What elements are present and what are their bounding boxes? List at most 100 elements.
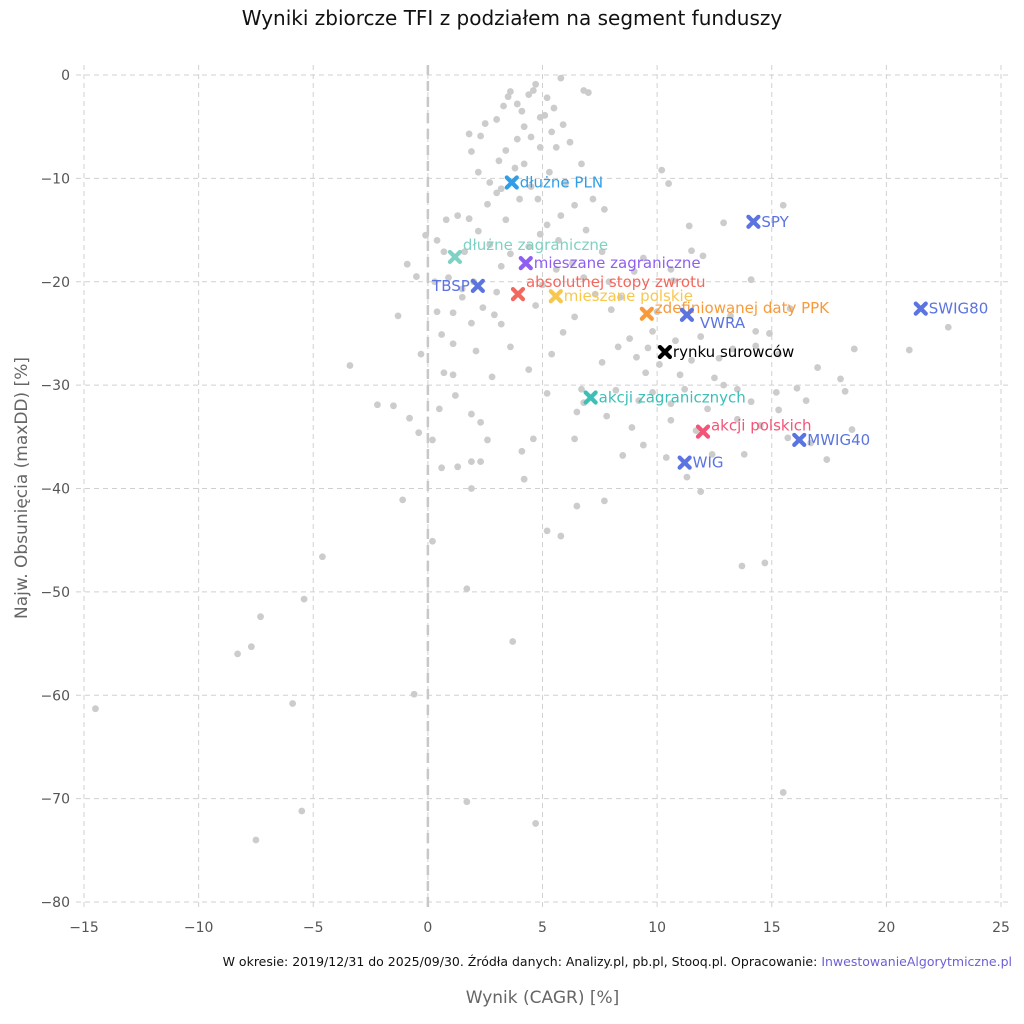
y-tick-label: −10 <box>40 171 70 187</box>
fund-point <box>633 353 640 361</box>
x-tick-label: 0 <box>423 920 432 936</box>
fund-point <box>536 143 544 151</box>
segment-marker-icon <box>470 278 485 293</box>
fund-point <box>346 362 354 369</box>
fund-point <box>589 195 597 203</box>
fund-point <box>289 700 297 707</box>
fund-point <box>578 160 585 168</box>
fund-point <box>507 250 514 258</box>
fund-point <box>545 168 553 176</box>
segment-label: dłużne PLN <box>520 174 603 192</box>
fund-point <box>747 276 755 284</box>
fund-point <box>571 313 578 321</box>
fund-point <box>656 361 663 368</box>
fund-point <box>513 100 521 108</box>
fund-point <box>697 333 705 340</box>
fund-point <box>454 463 462 471</box>
fund-point <box>477 418 485 426</box>
fund-point <box>458 293 466 301</box>
fund-point <box>667 265 675 273</box>
fund-point <box>399 496 407 504</box>
fund-point <box>403 260 411 268</box>
fund-point <box>573 408 581 416</box>
segment-marker-icon <box>657 344 673 360</box>
fund-point <box>729 345 737 353</box>
fund-point <box>319 553 326 561</box>
fund-point <box>497 320 505 328</box>
x-tick-label: −15 <box>69 920 99 936</box>
fund-point <box>477 458 485 466</box>
fund-point <box>449 371 457 379</box>
x-tick-label: 10 <box>648 920 666 936</box>
fund-point <box>557 74 565 82</box>
fund-point <box>649 388 656 396</box>
segment-label: mieszane polskie <box>564 287 693 305</box>
fund-point <box>571 435 578 443</box>
fund-point <box>474 227 482 235</box>
fund-point <box>699 252 707 260</box>
fund-point <box>644 344 652 352</box>
fund-point <box>486 179 494 186</box>
fund-point <box>541 111 549 119</box>
segment-label: rynku surowców <box>673 343 794 361</box>
fund-point <box>532 820 540 827</box>
segment-marker-icon <box>510 287 526 302</box>
x-axis-label: Wynik (CAGR) [%] <box>465 988 620 1008</box>
fund-point <box>642 369 650 377</box>
segment-marker-icon <box>746 214 761 229</box>
fund-point <box>600 497 608 505</box>
fund-point <box>667 400 675 408</box>
fund-point <box>529 435 537 443</box>
fund-point <box>543 221 551 229</box>
fund-point <box>944 323 952 331</box>
fund-point <box>555 237 562 244</box>
fund-point <box>905 346 913 354</box>
footer-note: W okresie: 2019/12/31 do 2025/09/30. Źró… <box>223 954 1012 969</box>
fund-point <box>431 278 439 286</box>
fund-point <box>784 434 792 442</box>
fund-point <box>433 308 441 316</box>
fund-point <box>807 439 815 447</box>
fund-point <box>468 410 475 418</box>
fund-point <box>525 91 533 99</box>
fund-point <box>559 121 567 129</box>
fund-point <box>511 164 519 172</box>
fund-point <box>488 373 496 381</box>
fund-point <box>433 237 441 244</box>
fund-point <box>422 231 429 239</box>
fund-point <box>525 366 533 374</box>
segment-label: dłużne zagraniczne <box>463 236 608 254</box>
fund-point <box>747 398 755 406</box>
fund-point <box>536 230 544 238</box>
fund-point <box>550 104 558 112</box>
fund-point <box>566 138 574 146</box>
fund-point <box>474 168 482 176</box>
segment-label: VWRA <box>700 314 746 332</box>
fund-point <box>823 456 831 463</box>
segment-marker-icon <box>913 301 928 316</box>
fund-point <box>417 350 425 358</box>
fund-point <box>415 429 423 437</box>
x-tick-label: 25 <box>992 920 1010 936</box>
fund-point <box>626 335 634 343</box>
fund-point <box>715 354 723 362</box>
fund-point <box>598 358 606 366</box>
fund-point <box>543 94 551 102</box>
fund-point <box>578 385 585 393</box>
footer-link[interactable]: InwestowanieAlgorytmiczne.pl <box>821 954 1012 969</box>
fund-point <box>477 132 485 140</box>
fund-point <box>520 160 528 168</box>
fund-point <box>493 189 501 197</box>
fund-point <box>252 836 260 844</box>
segment-marker-icon <box>792 432 807 448</box>
fund-point <box>532 80 540 88</box>
fund-point <box>612 386 620 394</box>
fund-point <box>733 415 741 423</box>
fund-point <box>518 447 526 455</box>
segment-marker-icon <box>639 306 654 321</box>
fund-point <box>486 241 494 248</box>
fund-point <box>413 273 420 280</box>
segment-label: akcji polskich <box>711 417 812 435</box>
fund-point <box>445 274 452 282</box>
fund-point <box>468 458 475 466</box>
